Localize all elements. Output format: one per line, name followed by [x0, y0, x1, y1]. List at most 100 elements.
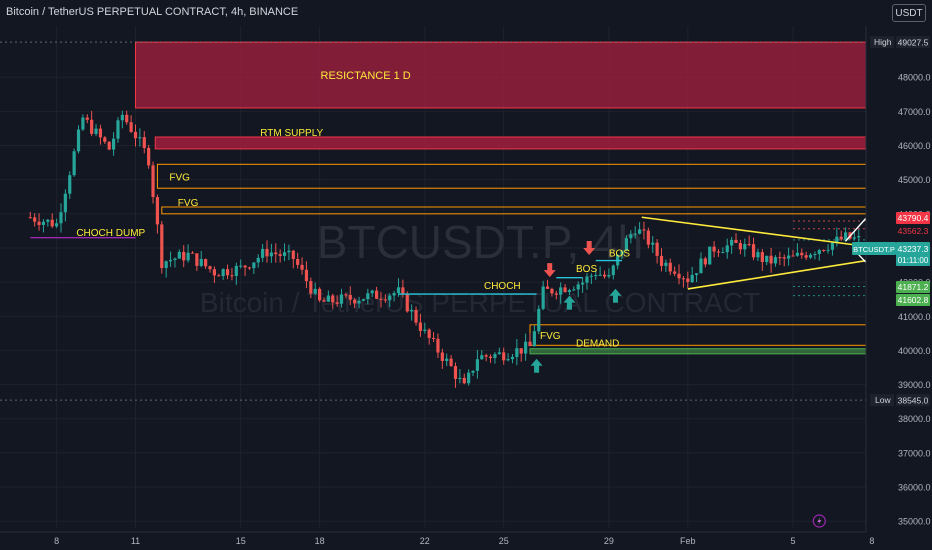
y-tick-label: 48000.0: [898, 73, 931, 83]
high-price-tag-bg: [896, 36, 930, 49]
candle-body: [694, 273, 699, 275]
grid-lines: [0, 26, 873, 528]
candle-body: [559, 287, 563, 295]
candles: [28, 110, 861, 388]
y-tick-label: 35000.0: [898, 517, 931, 527]
candle-body: [440, 352, 444, 361]
zone-resistance: [135, 41, 867, 109]
candle-body: [471, 370, 475, 373]
symbol-badge: BTCUSDT.P: [853, 245, 895, 254]
x-tick-label: 8: [54, 536, 59, 546]
candle-body: [353, 299, 357, 304]
candle-body: [594, 275, 598, 277]
candle-body: [830, 242, 835, 250]
candle-body: [822, 250, 826, 252]
currency-button[interactable]: USDT: [892, 4, 926, 22]
candle-body: [852, 237, 856, 239]
candle-body: [664, 262, 668, 266]
candle-body: [243, 265, 247, 268]
y-axis[interactable]: 48000.047000.046000.045000.044000.043000…: [852, 26, 932, 550]
candle-body: [760, 252, 764, 263]
price-tag: 43562.3: [898, 226, 929, 236]
candle-body: [374, 290, 379, 299]
candle-body: [81, 117, 85, 130]
candle-body: [484, 355, 488, 357]
candle-body: [90, 119, 94, 134]
x-tick-label: 25: [499, 536, 509, 546]
low-badge-bg: [870, 394, 894, 407]
candle-body: [497, 352, 501, 355]
candle-body: [690, 274, 694, 283]
candle-body: [138, 137, 142, 139]
annotation-label: CHOCH DUMP: [76, 228, 145, 239]
y-tick-label: 41000.0: [898, 312, 931, 322]
candle-body: [835, 236, 839, 243]
candle-body: [607, 275, 611, 277]
candle-body: [221, 269, 225, 277]
candle-body: [296, 258, 300, 265]
candle-body: [756, 252, 760, 258]
candle-body: [581, 282, 585, 285]
candle-body: [98, 128, 103, 138]
candle-body: [681, 278, 686, 280]
candle-body: [813, 253, 817, 255]
candle-body: [410, 309, 414, 312]
candle-body: [782, 257, 786, 259]
candle-body: [291, 250, 295, 259]
candle-body: [686, 278, 690, 283]
candle-body: [598, 274, 602, 276]
candle-body: [528, 341, 532, 347]
candle-body: [795, 252, 799, 256]
candle-body: [287, 250, 291, 253]
candle-body: [370, 290, 374, 294]
signal-up-arrow: [563, 295, 576, 310]
candle-body: [401, 287, 405, 294]
candle-body: [826, 249, 830, 251]
candle-body: [537, 308, 541, 332]
candle-body: [808, 254, 813, 258]
candle-body: [212, 269, 216, 276]
annotation-label: BOS: [576, 264, 597, 275]
candle-body: [629, 234, 633, 239]
candle-body: [72, 151, 76, 176]
x-tick-label: Feb: [680, 536, 696, 546]
candle-body: [436, 338, 440, 353]
candle-body: [335, 302, 339, 304]
candle-body: [524, 341, 528, 354]
candle-body: [708, 246, 712, 265]
candle-body: [357, 300, 361, 304]
signal-up-arrow: [609, 288, 622, 303]
candle-body: [111, 138, 116, 150]
watermark: BTCUSDT.P, 4h Bitcoin / TetherUS PERPETU…: [200, 216, 760, 318]
candle-body: [326, 295, 330, 302]
low-price-tag: 38545.0: [898, 395, 929, 405]
candle-body: [532, 331, 536, 347]
high-price-tag: 49027.5: [898, 37, 929, 47]
candle-body: [519, 348, 523, 354]
candle-body: [85, 117, 89, 120]
candle-body: [467, 372, 471, 384]
y-tick-label: 37000.0: [898, 448, 931, 458]
candle-body: [769, 255, 773, 264]
candle-body: [633, 233, 637, 235]
candle-body: [261, 248, 265, 258]
candle-body: [418, 322, 423, 331]
y-tick-label: 45000.0: [898, 175, 931, 185]
watermark-name: Bitcoin / TetherUS PERPETUAL CONTRACT: [200, 287, 760, 318]
candle-body: [190, 252, 195, 254]
candle-body: [151, 165, 155, 198]
y-tick-label: 39000.0: [898, 380, 931, 390]
trendline: [641, 216, 866, 248]
candle-body: [817, 250, 821, 254]
candle-body: [773, 257, 778, 264]
candle-body: [383, 299, 387, 301]
x-axis[interactable]: 8111518222529Feb58121519: [0, 531, 932, 546]
candle-body: [515, 348, 519, 357]
candle-body: [510, 356, 515, 360]
candle-body: [344, 294, 348, 296]
current-price-bg: [896, 242, 930, 266]
price-tag: 41871.2: [898, 282, 929, 292]
bar-countdown: 01:11:00: [898, 256, 929, 265]
